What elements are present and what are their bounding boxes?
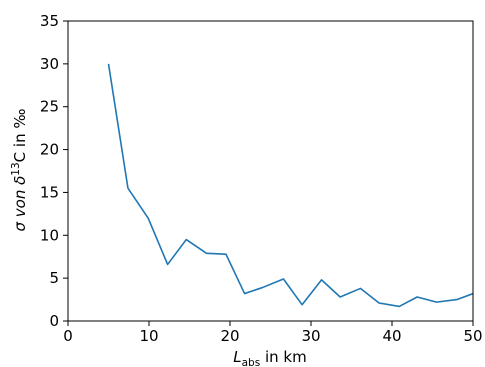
x-tick-label: 40 xyxy=(382,327,401,345)
y-tick-label: 25 xyxy=(40,98,59,116)
y-tick-label: 35 xyxy=(40,12,59,30)
y-tick-label: 15 xyxy=(40,183,59,201)
axes-layer xyxy=(67,20,474,322)
plot-frame xyxy=(67,20,474,322)
series-line-1 xyxy=(107,63,473,308)
x-tick-label: 50 xyxy=(463,327,482,345)
x-tick-label: 20 xyxy=(220,327,239,345)
y-axis-label: σ von δ13C in ‰ xyxy=(10,109,29,232)
x-tick-label: 0 xyxy=(63,327,73,345)
x-tick-label: 30 xyxy=(301,327,320,345)
x-axis-ticks: 0 10 20 30 40 50 xyxy=(63,321,483,345)
x-axis-label: Labs in km xyxy=(233,348,306,367)
y-tick-label: 10 xyxy=(40,226,59,244)
series-layer xyxy=(107,63,473,308)
x-tick-label: 10 xyxy=(139,327,158,345)
y-tick-label: 5 xyxy=(49,269,59,287)
y-tick-label: 0 xyxy=(49,312,59,330)
y-axis-ticks: 0 5 10 15 20 25 30 35 xyxy=(40,12,68,330)
y-tick-label: 20 xyxy=(40,141,59,159)
y-tick-label: 30 xyxy=(40,55,59,73)
